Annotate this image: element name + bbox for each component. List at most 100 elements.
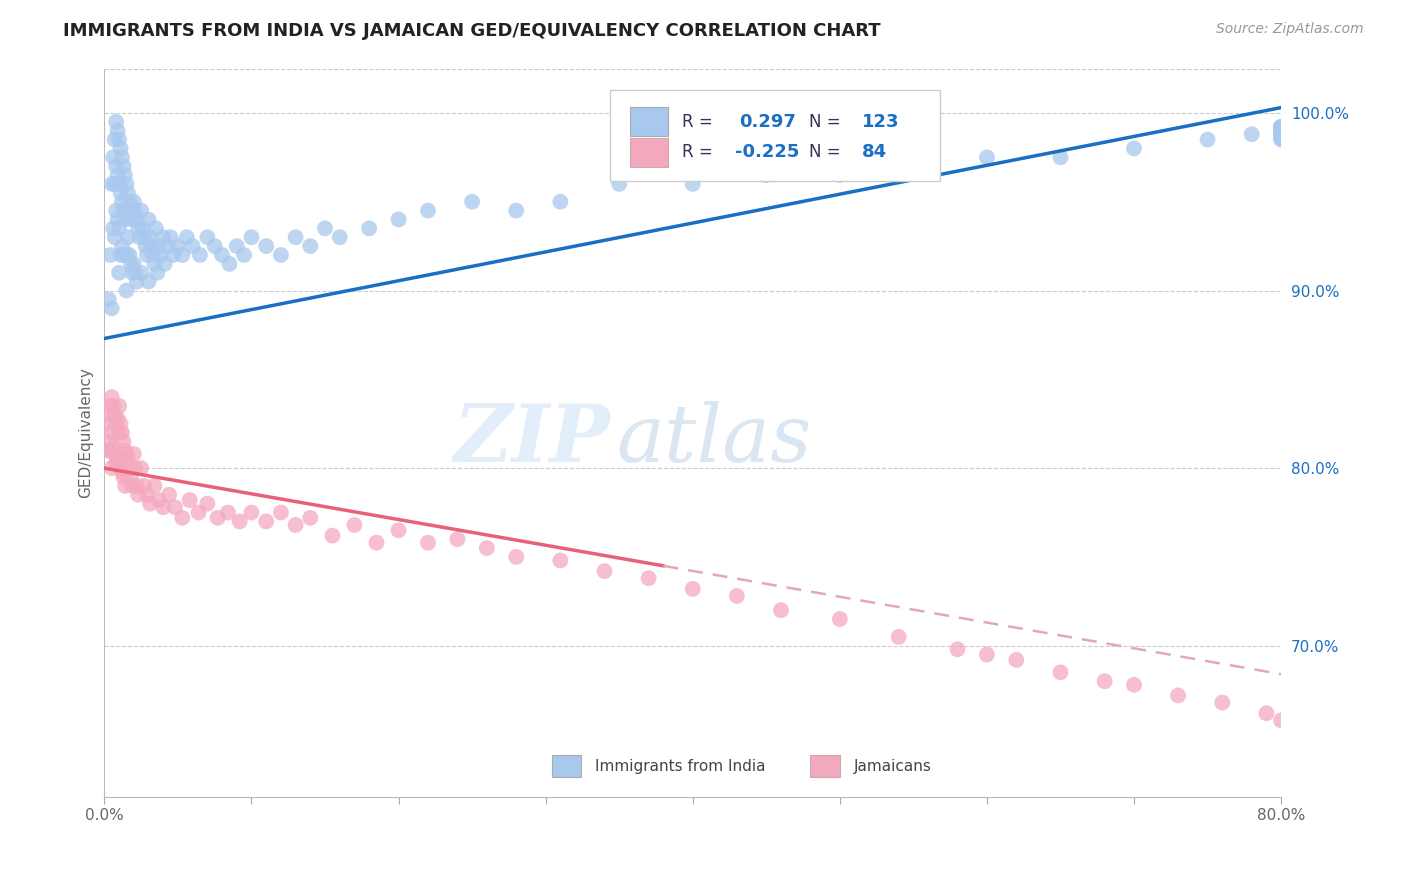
Point bbox=[117, 230, 139, 244]
Text: Jamaicans: Jamaicans bbox=[853, 758, 932, 773]
Point bbox=[321, 528, 343, 542]
Point bbox=[108, 132, 131, 146]
Point bbox=[129, 203, 152, 218]
Point bbox=[254, 239, 277, 253]
Point bbox=[111, 150, 134, 164]
Point bbox=[115, 447, 138, 461]
Point bbox=[132, 230, 155, 244]
Bar bbox=[630, 107, 668, 136]
Point bbox=[107, 212, 129, 227]
Point bbox=[100, 461, 122, 475]
Bar bbox=[630, 137, 668, 167]
Point bbox=[416, 203, 439, 218]
Point bbox=[127, 221, 149, 235]
Point bbox=[1270, 120, 1292, 135]
Point bbox=[118, 194, 141, 209]
Point bbox=[1270, 130, 1292, 145]
Point bbox=[138, 212, 160, 227]
Point bbox=[114, 168, 136, 182]
Point bbox=[682, 177, 704, 191]
Point bbox=[1270, 130, 1292, 145]
Point bbox=[217, 506, 239, 520]
Point bbox=[1123, 141, 1146, 155]
Point bbox=[143, 479, 166, 493]
Point bbox=[105, 417, 128, 431]
Point bbox=[159, 230, 181, 244]
Point bbox=[128, 230, 150, 244]
Point bbox=[108, 452, 131, 467]
Point bbox=[108, 221, 131, 235]
Point bbox=[270, 248, 292, 262]
Point bbox=[167, 239, 190, 253]
Point bbox=[153, 257, 176, 271]
Point bbox=[118, 248, 141, 262]
Point bbox=[118, 461, 141, 475]
Point bbox=[725, 589, 748, 603]
Point bbox=[110, 141, 132, 155]
Point bbox=[125, 275, 148, 289]
Point bbox=[97, 399, 120, 413]
Text: IMMIGRANTS FROM INDIA VS JAMAICAN GED/EQUIVALENCY CORRELATION CHART: IMMIGRANTS FROM INDIA VS JAMAICAN GED/EQ… bbox=[63, 22, 882, 40]
Point bbox=[446, 532, 468, 546]
Point bbox=[107, 168, 129, 182]
Point bbox=[769, 603, 792, 617]
Point bbox=[100, 301, 122, 316]
Point bbox=[114, 479, 136, 493]
Point bbox=[1270, 120, 1292, 135]
Point bbox=[1005, 653, 1028, 667]
Point bbox=[366, 535, 388, 549]
Point bbox=[1270, 120, 1292, 135]
Point bbox=[637, 571, 659, 585]
Point bbox=[112, 248, 135, 262]
Text: N =: N = bbox=[810, 144, 841, 161]
Point bbox=[111, 239, 134, 253]
Point bbox=[104, 177, 127, 191]
Point bbox=[112, 470, 135, 484]
Point bbox=[1270, 714, 1292, 728]
Point bbox=[122, 447, 145, 461]
Point bbox=[314, 221, 336, 235]
Point bbox=[100, 177, 122, 191]
Point bbox=[240, 506, 263, 520]
Point bbox=[107, 452, 129, 467]
Point bbox=[103, 399, 125, 413]
Point bbox=[343, 518, 366, 533]
Point bbox=[218, 257, 240, 271]
Point bbox=[112, 434, 135, 449]
Point bbox=[1270, 120, 1292, 135]
Point bbox=[103, 150, 125, 164]
Point bbox=[141, 239, 163, 253]
Point bbox=[129, 266, 152, 280]
Point bbox=[108, 425, 131, 440]
Point bbox=[104, 230, 127, 244]
Point bbox=[204, 239, 226, 253]
Point bbox=[105, 159, 128, 173]
Point bbox=[146, 266, 169, 280]
Point bbox=[1270, 127, 1292, 141]
Point bbox=[115, 177, 138, 191]
Point bbox=[97, 434, 120, 449]
Point bbox=[359, 221, 381, 235]
Point bbox=[1270, 124, 1292, 138]
Point bbox=[195, 497, 218, 511]
Point bbox=[136, 488, 159, 502]
Point bbox=[114, 212, 136, 227]
Point bbox=[105, 456, 128, 470]
Point bbox=[110, 417, 132, 431]
Point bbox=[142, 248, 165, 262]
Text: 123: 123 bbox=[862, 112, 900, 130]
Point bbox=[111, 465, 134, 479]
Point bbox=[903, 159, 925, 173]
Point bbox=[228, 515, 250, 529]
Point bbox=[211, 248, 233, 262]
Point bbox=[195, 230, 218, 244]
Point bbox=[139, 230, 162, 244]
Point bbox=[887, 630, 910, 644]
Point bbox=[111, 425, 134, 440]
Point bbox=[270, 506, 292, 520]
Point bbox=[122, 194, 145, 209]
Point bbox=[755, 168, 778, 182]
Point bbox=[946, 642, 969, 657]
Point bbox=[120, 470, 142, 484]
Point bbox=[1123, 678, 1146, 692]
